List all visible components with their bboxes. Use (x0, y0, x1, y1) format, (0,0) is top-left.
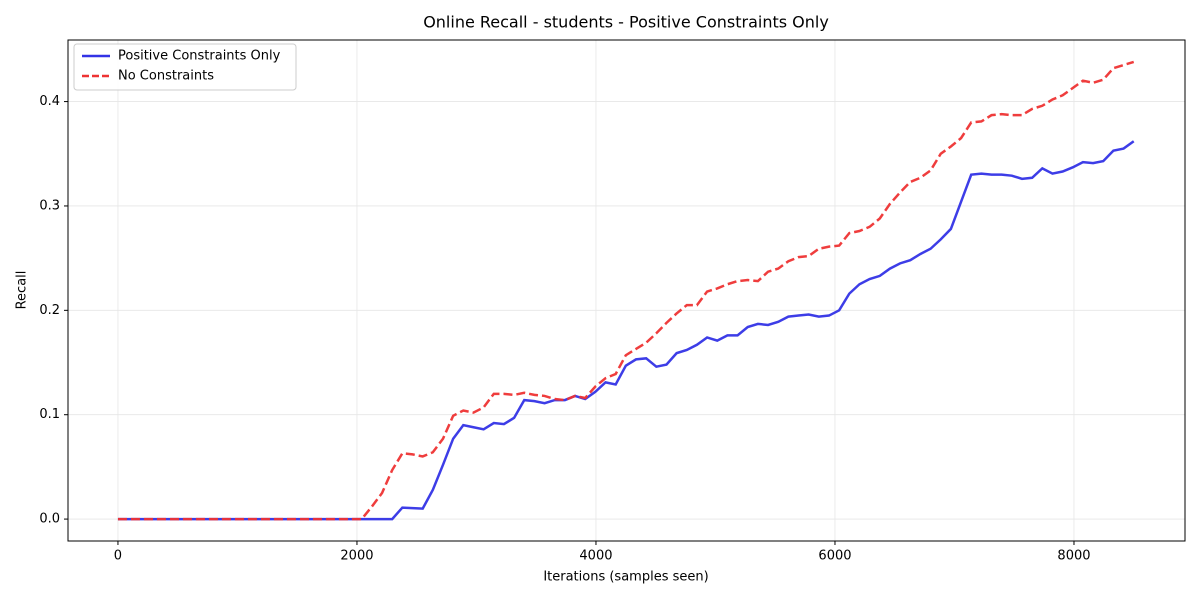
y-tick-label: 0.1 (39, 407, 60, 422)
y-tick-label: 0.3 (39, 198, 60, 213)
x-axis-label: Iterations (samples seen) (543, 570, 708, 585)
x-tick-label: 4000 (579, 549, 612, 564)
y-tick-label: 0.2 (39, 303, 60, 318)
legend-label: No Constraints (118, 69, 214, 84)
x-tick-label: 2000 (340, 549, 373, 564)
x-tick-label: 8000 (1057, 549, 1090, 564)
x-tick-label: 0 (114, 549, 122, 564)
plot-frame (67, 39, 1186, 542)
y-axis-label: Recall (15, 271, 30, 310)
line-series (117, 60, 1135, 521)
chart-title: Online Recall - students - Positive Cons… (423, 13, 829, 32)
y-tick-label: 0.0 (39, 512, 60, 527)
legend: Positive Constraints Only No Constraints (73, 43, 297, 91)
legend-box (73, 43, 297, 91)
x-tick-label: 6000 (818, 549, 851, 564)
y-tick-label: 0.4 (39, 94, 60, 109)
legend-label: Positive Constraints Only (118, 49, 281, 64)
